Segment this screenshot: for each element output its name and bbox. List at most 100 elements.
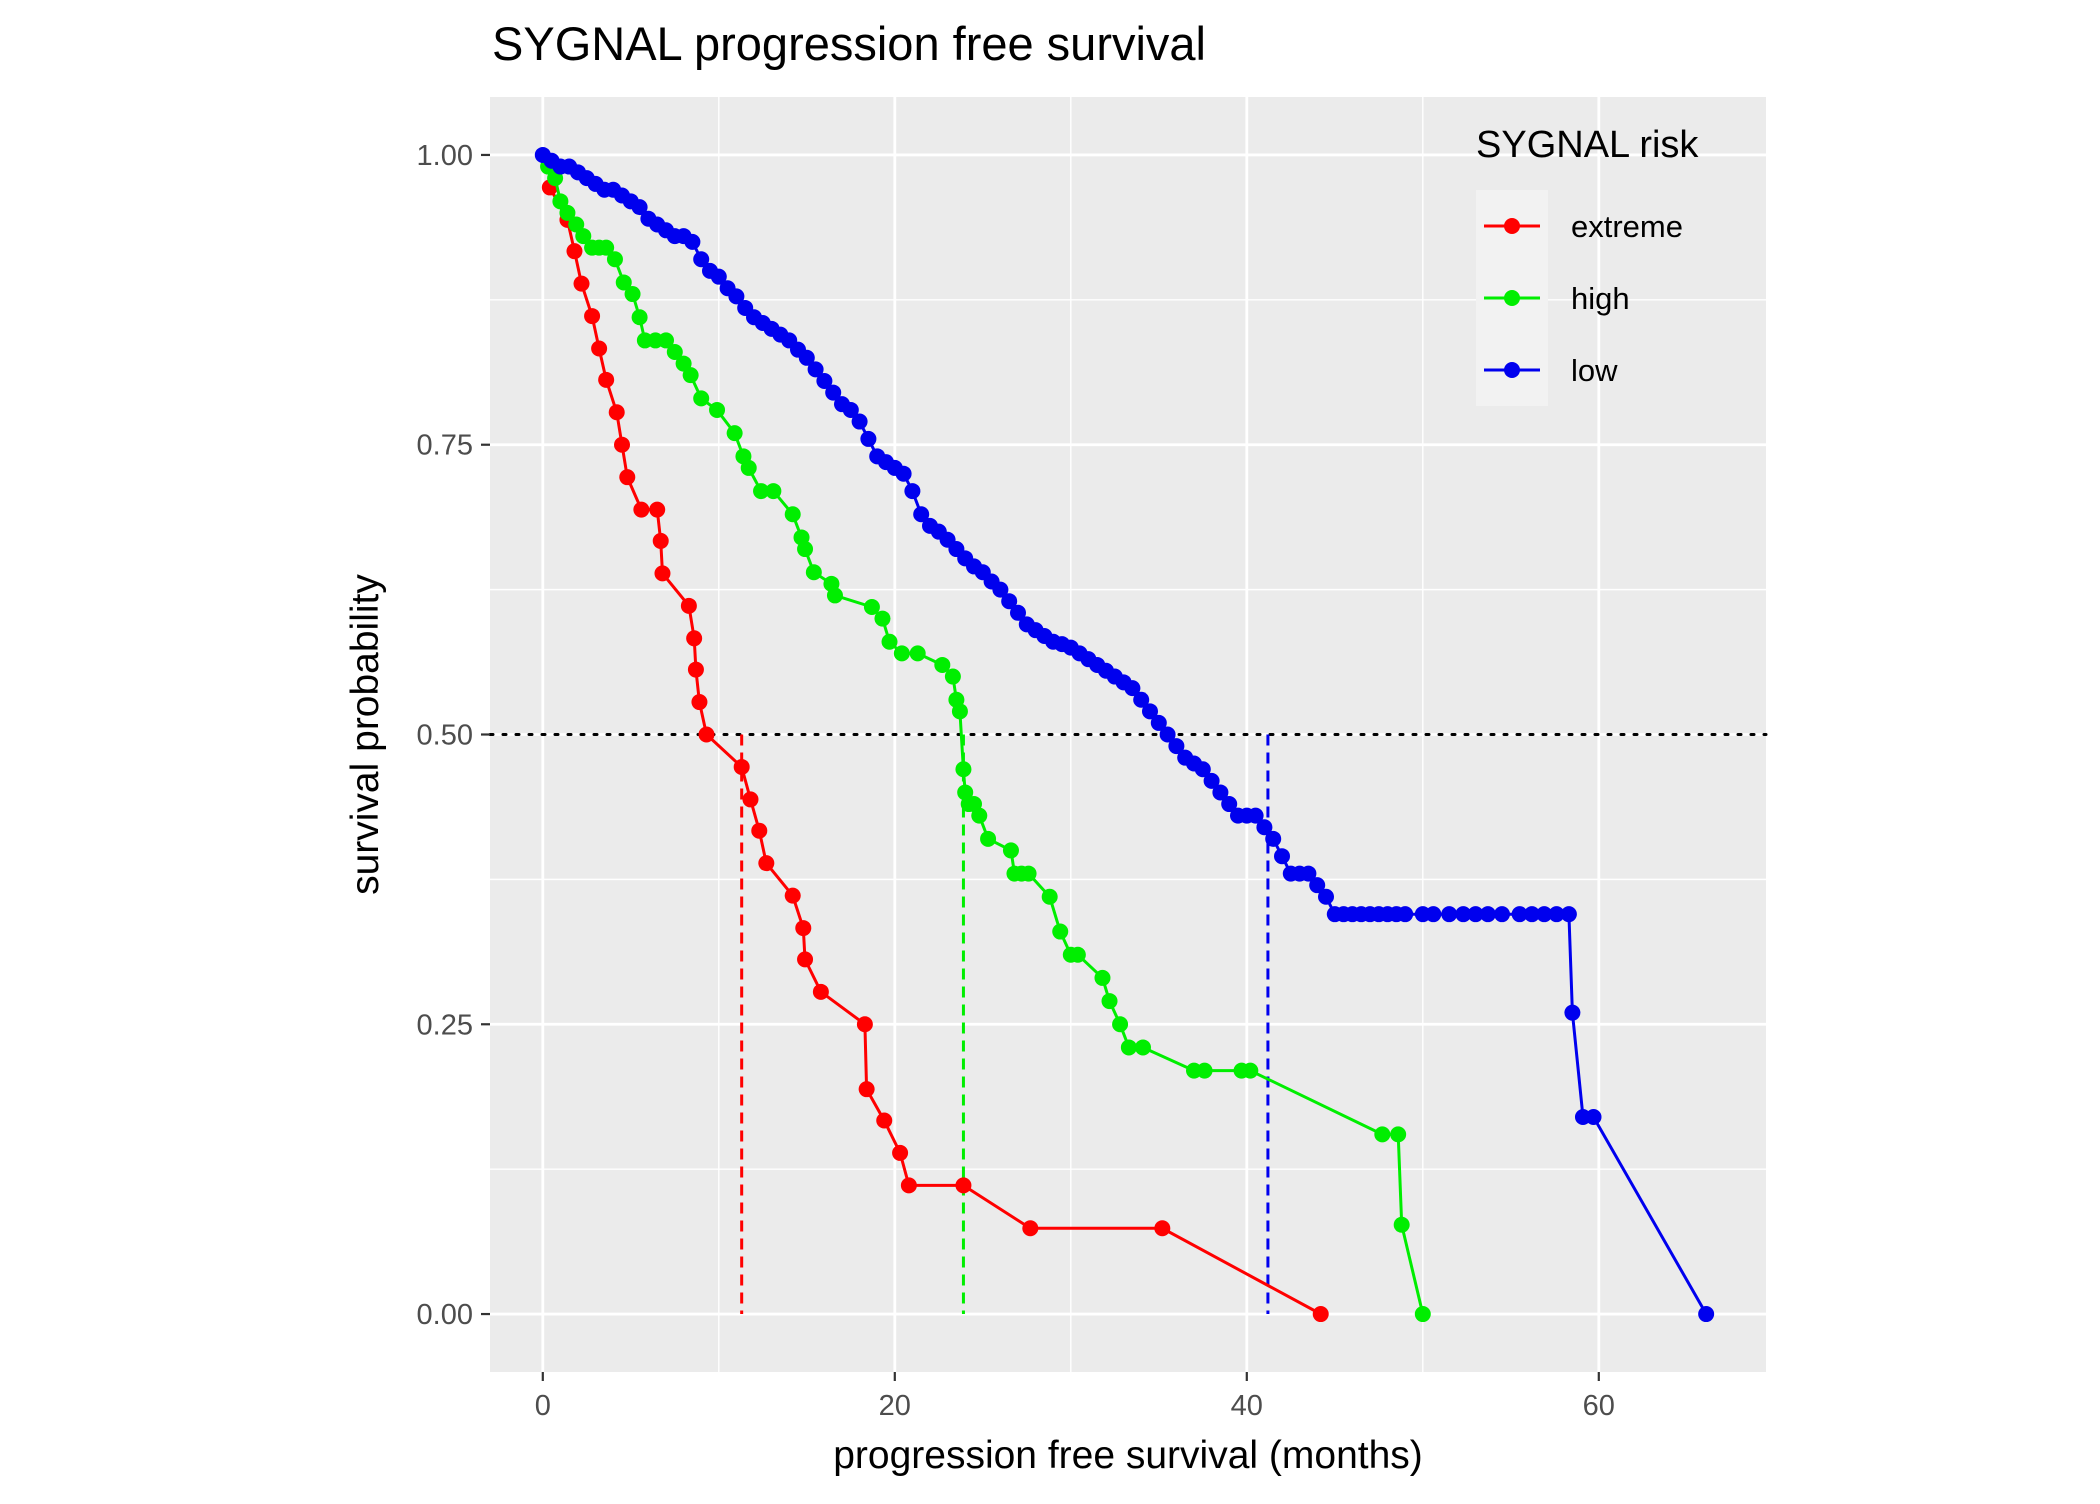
data-point-low	[904, 483, 921, 500]
data-point-extreme	[652, 532, 669, 549]
data-point-low	[1203, 772, 1220, 789]
data-point-high	[944, 668, 961, 685]
data-point-extreme	[856, 1016, 873, 1033]
data-point-low	[1194, 761, 1211, 778]
data-point-extreme	[858, 1081, 875, 1098]
data-point-high	[682, 367, 699, 384]
data-point-low	[1247, 807, 1264, 824]
data-point-high	[955, 761, 972, 778]
data-point-high	[598, 239, 615, 256]
data-point-low	[1467, 906, 1484, 923]
data-point-extreme	[680, 597, 697, 614]
data-point-extreme	[654, 565, 671, 582]
series-high	[540, 158, 1431, 1323]
data-point-low	[1536, 906, 1553, 923]
data-point-low	[913, 506, 930, 523]
data-point-high	[666, 344, 683, 360]
data-point-extreme	[614, 436, 630, 453]
data-point-high	[675, 355, 692, 372]
data-point-high	[1069, 946, 1086, 963]
data-point-extreme	[892, 1144, 909, 1161]
data-point-high	[909, 645, 926, 662]
data-point-high	[934, 656, 951, 673]
data-point-extreme	[758, 855, 775, 872]
data-point-extreme	[795, 920, 812, 937]
data-point-low	[1256, 819, 1273, 836]
x-axis-title: progression free survival (months)	[833, 1434, 1423, 1477]
data-point-low	[1441, 906, 1458, 923]
data-point-low	[1133, 691, 1150, 708]
data-point-extreme	[742, 791, 759, 808]
data-point-low	[1142, 703, 1158, 720]
data-point-extreme	[691, 694, 708, 711]
legend-item-high: high	[1476, 262, 1630, 334]
chart-title: SYGNAL progression free survival	[492, 17, 1206, 70]
data-point-high	[559, 204, 576, 221]
data-point-low	[851, 413, 868, 430]
data-point-low	[1168, 738, 1185, 755]
data-point-extreme	[812, 983, 829, 1000]
data-point-low	[693, 251, 710, 268]
data-point-high	[693, 390, 710, 407]
data-point-low	[1212, 784, 1229, 801]
data-point-low	[1564, 1004, 1581, 1021]
data-point-high	[1020, 865, 1037, 882]
data-point-low	[1010, 604, 1026, 621]
data-point-low	[1397, 906, 1414, 923]
data-point-extreme	[687, 661, 704, 678]
data-point-extreme	[608, 404, 625, 421]
data-point-low	[798, 349, 815, 366]
data-point-low	[1548, 906, 1565, 923]
data-point-low	[992, 581, 1009, 598]
data-point-high	[1120, 1039, 1137, 1056]
data-point-high	[1041, 888, 1058, 905]
data-point-high	[709, 401, 726, 418]
data-point-extreme	[1022, 1220, 1039, 1237]
data-point-extreme	[733, 758, 750, 775]
legend-label-extreme: extreme	[1571, 209, 1683, 244]
data-point-extreme	[955, 1177, 972, 1194]
series-layer	[534, 146, 1715, 1323]
data-point-high	[1112, 1016, 1129, 1033]
data-point-low	[1318, 888, 1334, 905]
data-point-high	[624, 286, 641, 303]
legend-item-extreme: extreme	[1476, 190, 1683, 262]
data-point-high	[568, 216, 585, 233]
y-tick-label: 0.75	[417, 430, 473, 462]
data-point-high	[606, 251, 623, 268]
data-point-high	[753, 483, 770, 500]
data-point-low	[1150, 714, 1167, 731]
data-point-high	[951, 703, 968, 720]
data-point-low	[825, 384, 842, 401]
data-point-low	[1455, 906, 1472, 923]
legend-title: SYGNAL risk	[1476, 124, 1699, 166]
legend-label-high: high	[1571, 281, 1630, 316]
y-tick-label: 0.00	[417, 1299, 473, 1331]
data-point-high	[881, 633, 898, 650]
y-tick-label: 1.00	[417, 140, 473, 172]
legend-key-point-high	[1504, 290, 1520, 306]
data-point-high	[1134, 1039, 1151, 1056]
data-point-high	[1414, 1306, 1431, 1323]
data-point-high	[658, 332, 674, 349]
data-point-low	[1479, 906, 1496, 923]
data-point-extreme	[784, 887, 801, 904]
data-point-low	[1698, 1306, 1715, 1323]
data-point-low	[860, 430, 877, 447]
data-point-extreme	[573, 275, 590, 292]
data-point-extreme	[900, 1177, 917, 1194]
data-point-high	[971, 807, 988, 824]
data-point-high	[797, 541, 814, 558]
y-tick-label: 0.50	[417, 720, 473, 752]
data-point-high	[1052, 923, 1069, 940]
data-point-high	[1002, 842, 1019, 859]
data-point-high	[1101, 993, 1118, 1010]
data-point-high	[805, 564, 822, 581]
data-point-extreme	[619, 469, 636, 486]
data-point-low	[1523, 906, 1540, 923]
data-point-extreme	[797, 951, 814, 968]
data-point-high	[575, 228, 592, 245]
data-point-low	[1221, 796, 1238, 813]
x-tick-label: 0	[535, 1390, 551, 1422]
legend: SYGNAL risk extreme high low	[1476, 124, 1699, 406]
